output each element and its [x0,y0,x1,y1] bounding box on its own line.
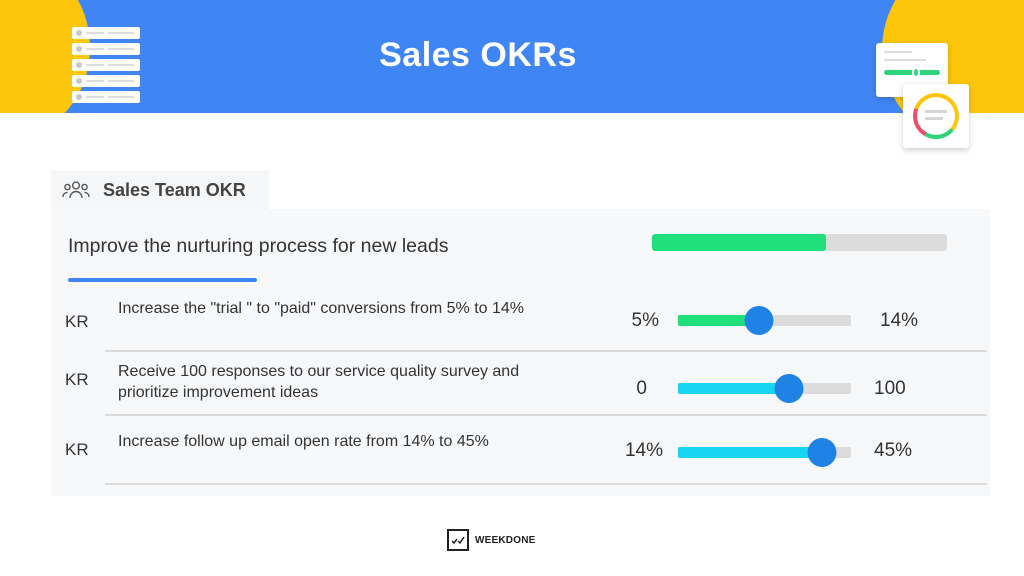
kr-tag: KR [65,312,89,331]
key-result-row[interactable]: KR Receive 100 responses to our service … [51,352,990,415]
kr-start-value: 0 [636,378,647,399]
header-banner: Sales OKRs [0,0,1024,113]
row-divider [105,350,987,352]
kr-progress-fill [678,447,822,458]
page-title: Sales OKRs [379,36,577,74]
team-tab[interactable]: Sales Team OKR [51,171,269,209]
kr-target-value: 14% [880,310,919,331]
weekdone-logo-icon [447,529,469,551]
weekdone-brand[interactable]: WEEKDONE [447,529,536,551]
objective-progress-bar [652,234,947,251]
gauge-card-illustration-icon [903,84,969,148]
kr-progress-slider[interactable] [678,438,851,467]
objective-title: Improve the nurturing process for new le… [68,235,449,257]
team-icon [62,181,90,199]
kr-slider-handle[interactable] [807,438,837,467]
kr-start-value: 14% [624,440,663,461]
kr-progress-slider[interactable] [678,374,851,403]
key-result-row[interactable]: KR Increase the "trial " to "paid" conve… [51,291,990,351]
kr-tag: KR [65,440,89,459]
task-list-illustration-icon [72,27,140,107]
objective-underline [68,278,257,282]
objective-progress-fill [652,234,827,251]
kr-description: Increase the "trial " to "paid" conversi… [118,300,525,317]
key-result-row[interactable]: KR Increase follow up email open rate fr… [51,416,990,484]
kr-description: Increase follow up email open rate from … [118,433,489,450]
kr-progress-fill [678,315,760,326]
row-divider [105,483,987,485]
row-divider [105,414,987,416]
brand-name: WEEKDONE [475,534,536,546]
kr-description: Receive 100 responses to our service qua… [118,363,520,401]
kr-progress-slider[interactable] [678,306,851,335]
kr-start-value: 5% [631,310,659,331]
kr-target-value: 45% [874,440,913,461]
team-label: Sales Team OKR [103,179,246,200]
kr-progress-fill [678,383,789,394]
kr-tag: KR [65,370,89,389]
kr-slider-handle[interactable] [744,306,774,335]
kr-target-value: 100 [874,378,906,399]
kr-slider-handle[interactable] [774,374,804,403]
